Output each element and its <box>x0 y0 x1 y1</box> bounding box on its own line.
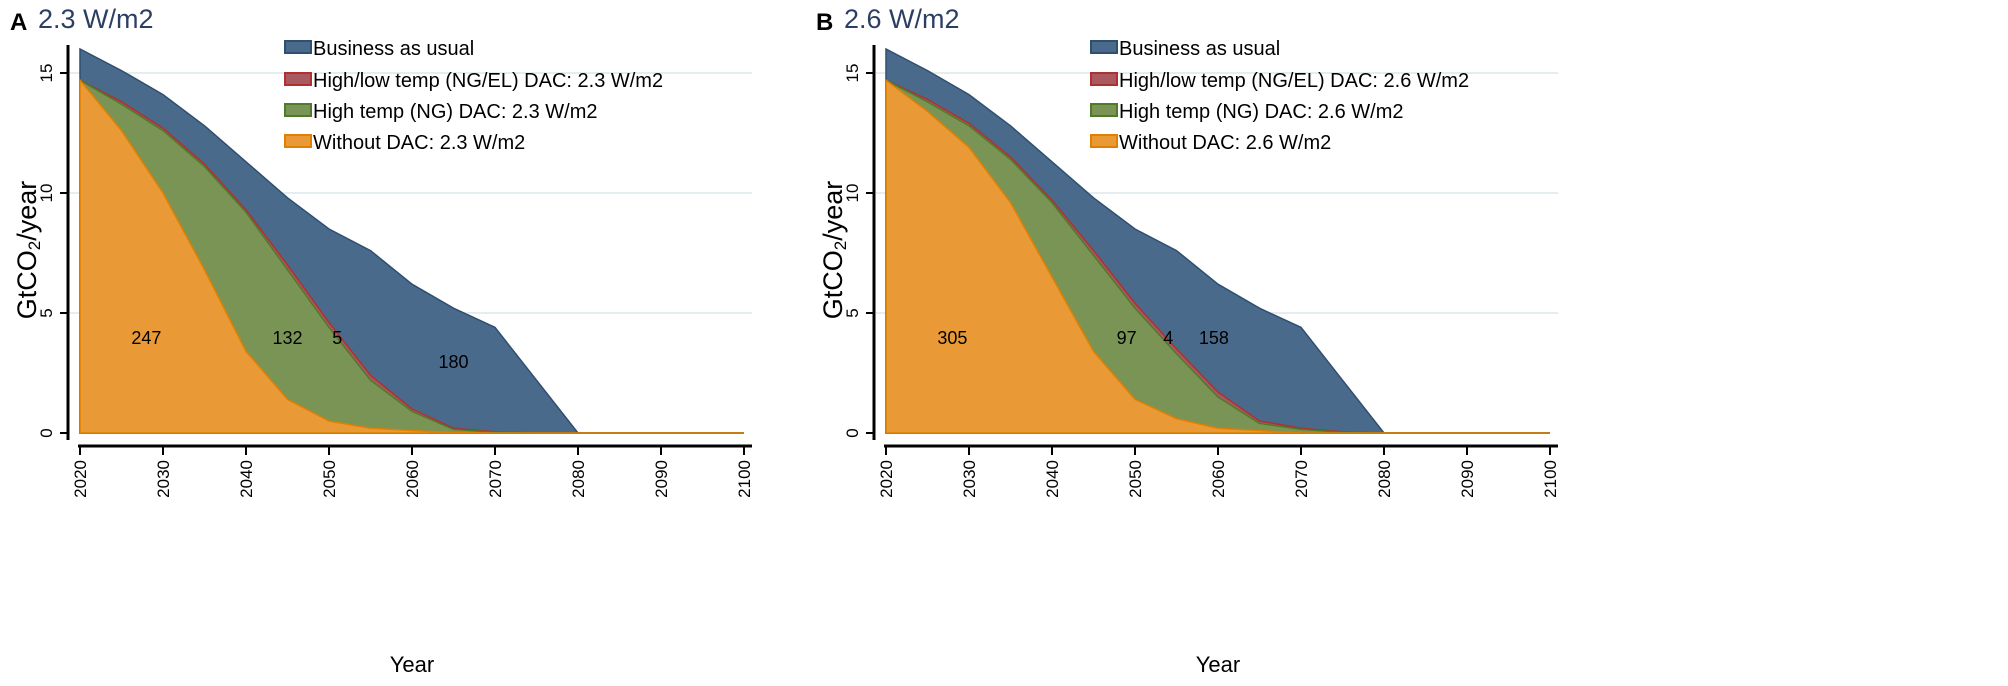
y-tick-label: 10 <box>843 184 862 203</box>
legend-label: Business as usual <box>1119 38 1280 60</box>
panel-a: A 2.3 W/m2 0 5 10 15 2020 2030 2040 2050 2060 2070 2… <box>10 4 754 677</box>
x-tick-label: 2020 <box>71 460 90 498</box>
y-tick-label: 15 <box>843 64 862 83</box>
legend-swatch <box>284 134 312 148</box>
y-axis-title: GtCO2/year <box>12 181 44 320</box>
y-tick-label: 5 <box>37 308 56 317</box>
data-label: 247 <box>131 328 161 348</box>
legend-swatch <box>1090 40 1118 54</box>
panel-b: B 2.6 W/m2 0 5 10 15 2020 2030 2040 2050 2060 2070 2… <box>816 4 1560 677</box>
legend-swatch <box>1090 134 1118 148</box>
x-tick-label: 2080 <box>569 460 588 498</box>
legend-swatch <box>284 40 312 54</box>
data-label: 5 <box>332 328 342 348</box>
y-axis-title-main: GtCO <box>12 250 42 319</box>
x-tick-label: 2100 <box>735 460 754 498</box>
x-tick-label: 2070 <box>1292 460 1311 498</box>
data-label: 305 <box>937 328 967 348</box>
x-axis-title: Year <box>390 652 434 677</box>
x-tick-label: 2030 <box>960 460 979 498</box>
legend-label: High/low temp (NG/EL) DAC: 2.6 W/m2 <box>1119 70 1469 92</box>
x-tick-label: 2060 <box>403 460 422 498</box>
panel-title: 2.6 W/m2 <box>844 4 960 34</box>
y-tick-label: 15 <box>37 64 56 83</box>
legend-swatch <box>284 103 312 117</box>
legend-label: High/low temp (NG/EL) DAC: 2.3 W/m2 <box>313 70 663 92</box>
x-tick-label: 2030 <box>154 460 173 498</box>
legend-swatch <box>284 72 312 86</box>
panel-label: B <box>816 9 833 36</box>
x-axis-title: Year <box>1196 652 1240 677</box>
x-tick-label: 2080 <box>1375 460 1394 498</box>
legend-label: Without DAC: 2.3 W/m2 <box>313 132 525 154</box>
x-tick-label: 2060 <box>1209 460 1228 498</box>
y-tick-label: 0 <box>37 428 56 437</box>
data-label: 4 <box>1163 328 1173 348</box>
y-tick-label: 10 <box>37 184 56 203</box>
legend-swatch <box>1090 103 1118 117</box>
data-label: 97 <box>1117 328 1137 348</box>
legend: Business as usual High/low temp (NG/EL) D… <box>1090 38 1469 154</box>
y-axis-title: GtCO2/year <box>818 181 850 320</box>
y-axis-title-subscript: 2 <box>25 241 44 250</box>
area-series-3 <box>885 78 1550 434</box>
legend-label: Without DAC: 2.6 W/m2 <box>1119 132 1331 154</box>
x-tick-label: 2100 <box>1541 460 1560 498</box>
x-tick-label: 2050 <box>1126 460 1145 498</box>
y-axis-title-subscript: 2 <box>831 241 850 250</box>
legend-swatch <box>1090 72 1118 86</box>
x-tick-label: 2050 <box>320 460 339 498</box>
panel-label: A <box>10 9 27 36</box>
y-axis-title-tail: /year <box>12 181 42 241</box>
x-tick-label: 2040 <box>237 460 256 498</box>
x-tick-label: 2070 <box>486 460 505 498</box>
panel-title: 2.3 W/m2 <box>38 4 154 34</box>
data-label: 158 <box>1199 328 1229 348</box>
x-tick-label: 2090 <box>1458 460 1477 498</box>
x-tick-label: 2040 <box>1043 460 1062 498</box>
area-series-3 <box>79 78 744 434</box>
x-tick-label: 2090 <box>652 460 671 498</box>
x-tick-label: 2020 <box>877 460 896 498</box>
data-label: 180 <box>438 352 468 372</box>
y-tick-label: 5 <box>843 308 862 317</box>
y-tick-label: 0 <box>843 428 862 437</box>
legend: Business as usual High/low temp (NG/EL) D… <box>284 38 663 154</box>
y-axis-title-main: GtCO <box>818 250 848 319</box>
legend-label: High temp (NG) DAC: 2.3 W/m2 <box>313 101 598 123</box>
legend-label: High temp (NG) DAC: 2.6 W/m2 <box>1119 101 1404 123</box>
data-label: 132 <box>272 328 302 348</box>
y-axis-title-tail: /year <box>818 181 848 241</box>
legend-label: Business as usual <box>313 38 474 60</box>
